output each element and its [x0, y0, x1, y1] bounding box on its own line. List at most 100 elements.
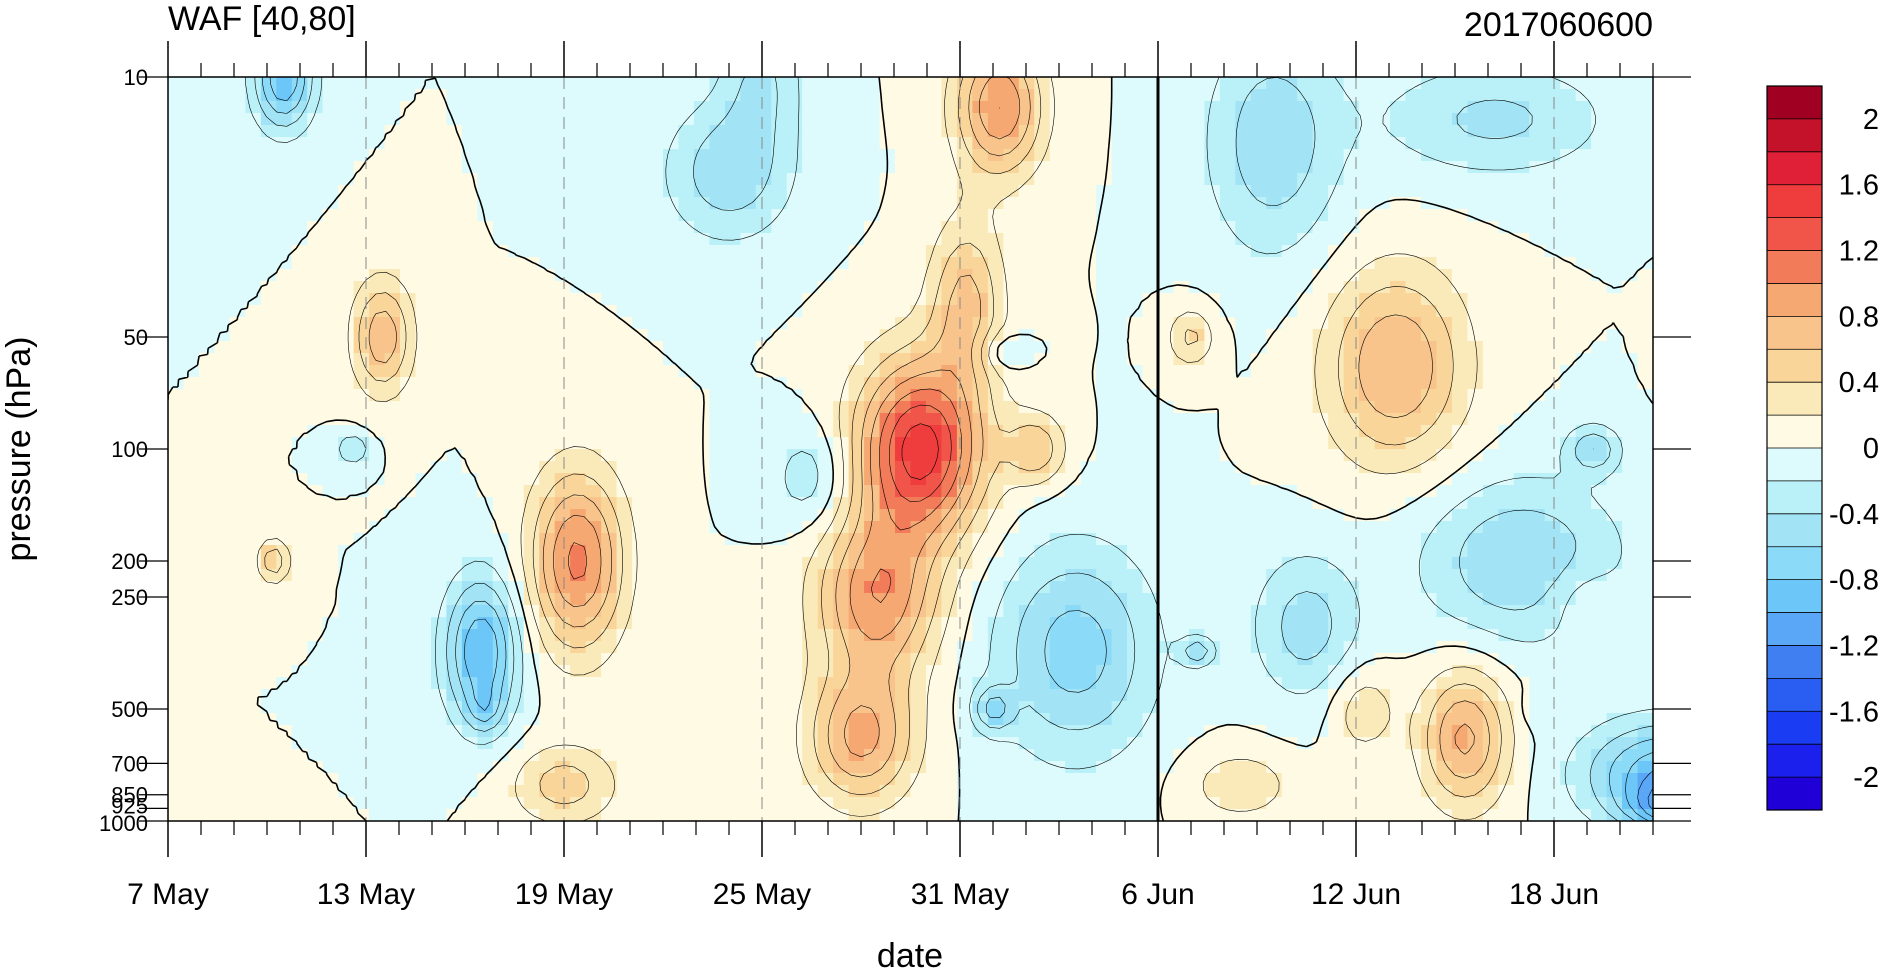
contour-cell: [322, 353, 339, 366]
contour-cell: [864, 449, 881, 462]
contour-cell: [477, 353, 494, 366]
contour-cell: [415, 101, 432, 114]
contour-cell: [647, 473, 664, 486]
contour-cell: [523, 809, 540, 821]
contour-cell: [1111, 581, 1128, 594]
contour-cell: [523, 533, 540, 546]
contour-cell: [415, 425, 432, 438]
contour-cell: [1328, 329, 1345, 342]
contour-cell: [755, 677, 772, 690]
contour-cell: [338, 785, 355, 798]
contour-cell: [1219, 113, 1236, 126]
contour-cell: [1359, 737, 1376, 750]
contour-cell: [415, 89, 432, 102]
contour-cell: [833, 569, 850, 582]
contour-cell: [570, 77, 587, 90]
contour-cell: [1018, 653, 1035, 666]
contour-cell: [1049, 725, 1066, 738]
contour-cell: [925, 581, 943, 594]
contour-cell: [1173, 269, 1190, 282]
contour-cell: [353, 245, 370, 258]
contour-cell: [786, 89, 803, 102]
contour-cell: [1003, 341, 1020, 354]
contour-cell: [755, 77, 772, 90]
contour-cell: [1034, 701, 1051, 714]
contour-cell: [1343, 725, 1360, 738]
contour-cell: [987, 617, 1004, 630]
contour-cell: [229, 221, 246, 234]
contour-cell: [1158, 797, 1175, 810]
contour-cell: [987, 305, 1004, 318]
contour-cell: [1281, 533, 1298, 546]
contour-cell: [1173, 785, 1190, 798]
contour-cell: [554, 197, 571, 210]
contour-cell: [1003, 761, 1020, 774]
contour-cell: [1080, 149, 1097, 162]
contour-cell: [1281, 653, 1298, 666]
contour-cell: [1049, 689, 1066, 702]
contour-cell: [1219, 245, 1236, 258]
contour-cell: [755, 593, 772, 606]
contour-cell: [585, 749, 602, 762]
contour-cell: [1235, 485, 1252, 498]
contour-cell: [1219, 185, 1236, 198]
contour-cell: [1096, 389, 1113, 402]
contour-cell: [817, 197, 834, 210]
contour-cell: [817, 581, 834, 594]
contour-cell: [895, 197, 912, 210]
contour-cell: [1065, 77, 1082, 90]
contour-cell: [214, 773, 231, 786]
contour-cell: [632, 377, 649, 390]
contour-cell: [1188, 437, 1206, 450]
contour-cell: [1096, 125, 1113, 138]
contour-cell: [693, 725, 711, 738]
contour-cell: [802, 725, 819, 738]
contour-cell: [802, 317, 819, 330]
contour-cell: [1374, 605, 1391, 618]
contour-cell: [245, 389, 262, 402]
contour-cell: [802, 629, 819, 642]
contour-cell: [910, 569, 927, 582]
contour-cell: [229, 677, 246, 690]
contour-cell: [539, 773, 556, 786]
contour-cell: [400, 161, 417, 174]
contour-cell: [987, 653, 1004, 666]
contour-cell: [941, 449, 958, 462]
contour-cell: [1173, 473, 1190, 486]
contour-cell: [1390, 617, 1407, 630]
contour-cell: [895, 605, 912, 618]
contour-cell: [168, 341, 185, 354]
contour-cell: [802, 785, 819, 798]
contour-cell: [1297, 701, 1314, 714]
contour-cell: [461, 797, 478, 810]
contour-cell: [1111, 197, 1128, 210]
contour-cell: [353, 317, 370, 330]
contour-cell: [1266, 401, 1283, 414]
contour-cell: [168, 533, 185, 546]
contour-cell: [1003, 713, 1020, 726]
contour-cell: [678, 473, 695, 486]
contour-cell: [1250, 521, 1267, 534]
contour-cell: [678, 509, 695, 522]
contour-cell: [229, 581, 246, 594]
contour-cell: [1142, 617, 1159, 630]
contour-cell: [1297, 173, 1314, 186]
contour-cell: [1250, 425, 1267, 438]
contour-cell: [1096, 665, 1113, 678]
contour-cell: [492, 641, 509, 654]
contour-cell: [1328, 209, 1345, 222]
contour-cell: [1018, 293, 1035, 306]
contour-cell: [895, 533, 912, 546]
contour-cell: [539, 209, 556, 222]
contour-cell: [539, 509, 556, 522]
contour-cell: [554, 809, 571, 821]
contour-cell: [632, 257, 649, 270]
contour-cell: [848, 377, 865, 390]
contour-cell: [1204, 233, 1221, 246]
contour-cell: [168, 413, 185, 426]
contour-cell: [214, 257, 231, 270]
contour-cell: [492, 797, 509, 810]
contour-cell: [1204, 497, 1221, 510]
contour-cell: [1219, 665, 1236, 678]
contour-cell: [168, 209, 185, 222]
